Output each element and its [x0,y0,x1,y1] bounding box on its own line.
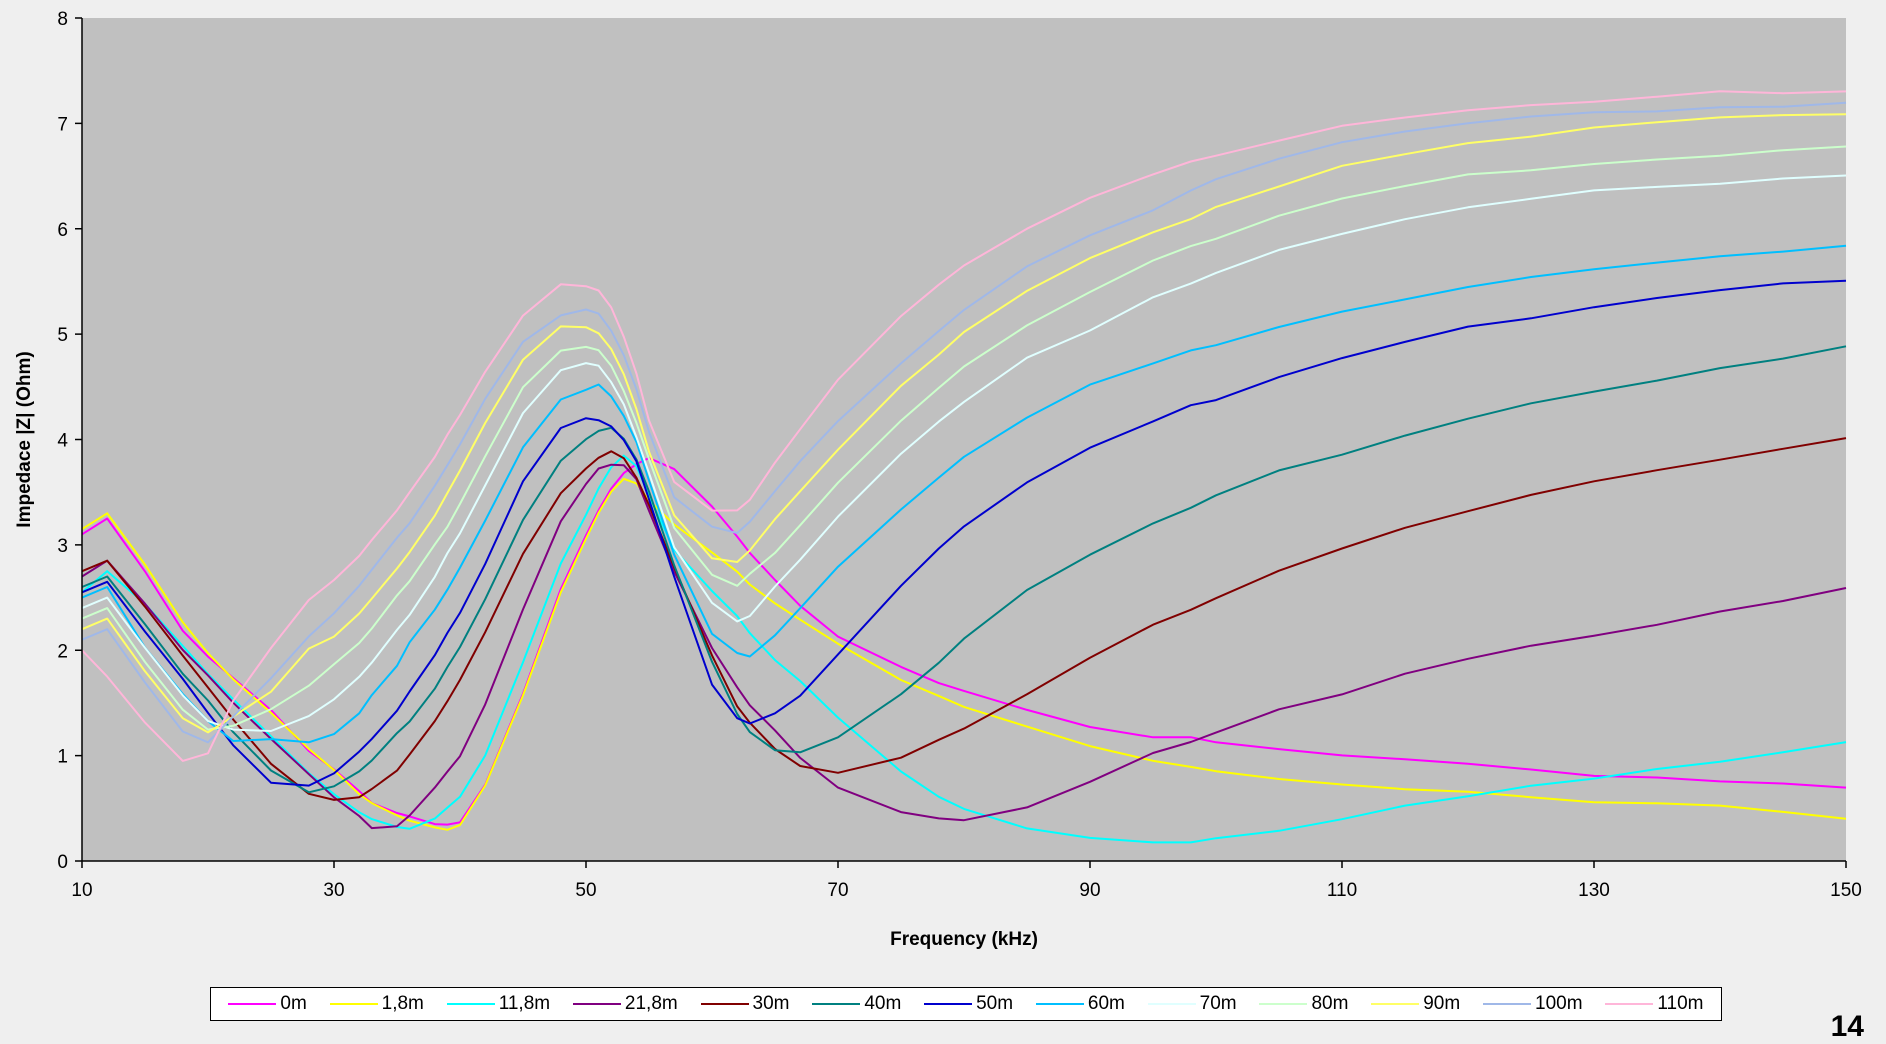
legend-label: 0m [280,993,307,1014]
y-tick-label: 7 [57,114,68,135]
legend-item: 90m [1371,993,1460,1015]
x-tick-label: 110 [1327,880,1357,901]
series-line-90m [81,113,1847,734]
page-number: 14 [1830,1010,1864,1043]
plot-area [82,18,1846,861]
legend-swatch [1035,1003,1084,1005]
series-line-60m [81,244,1847,744]
axes-layer: 0 1 2 3 4 5 6 7 8 10 30 50 70 90 110 130 150 [57,9,1861,901]
y-tick-label: 2 [57,641,68,662]
y-tick-label: 1 [57,747,68,768]
x-tick-label: 10 [71,880,92,901]
legend-label: 60m [1087,993,1125,1014]
legend-label: 30m [752,993,790,1014]
legend-item: 70m [1147,993,1237,1015]
series-line-80m [81,145,1847,731]
series-line-110m [81,90,1847,762]
x-tick-label: 30 [323,880,344,901]
legend-swatch [700,1003,749,1005]
legend-swatch [1371,1003,1420,1005]
legend-item: 110m [1605,993,1703,1015]
legend-swatch [1259,1003,1308,1005]
legend-item: 100m [1483,993,1583,1015]
series-line-70m [81,174,1847,732]
x-tick-label: 70 [827,880,848,901]
legend-swatch [1483,1003,1531,1005]
series-line-100m [81,101,1847,744]
legend-label: 40m [864,993,902,1014]
legend-item: 21,8m [572,993,678,1015]
x-tick-label: 50 [575,880,596,901]
legend-label: 110m [1657,993,1704,1014]
legend-swatch [1147,1003,1196,1005]
y-axis-title: Impedace |Z| (Ohm) [14,351,35,527]
legend-item: 60m [1035,993,1125,1015]
legend-item: 1,8m [329,993,424,1015]
y-tick-label: 3 [57,536,68,557]
legend-label: 11,8m [498,993,551,1014]
series-layer [81,90,1847,844]
y-tick-label: 6 [57,220,68,241]
legend-swatch [924,1003,973,1005]
y-tick-label: 8 [57,9,68,30]
legend-label: 80m [1311,993,1349,1014]
legend-item: 50m [924,993,1013,1015]
legend-label: 1,8m [381,993,424,1014]
series-line-40m [81,345,1847,794]
legend-item: 0m [228,993,307,1015]
series-line-11,8m [81,454,1847,844]
legend-label: 21,8m [624,993,678,1014]
legend-swatch [228,1003,277,1005]
x-tick-label: 90 [1079,880,1100,901]
legend-item: 11,8m [446,993,551,1015]
y-tick-label: 0 [57,852,68,873]
legend-label: 50m [976,993,1014,1014]
legend-label: 70m [1199,993,1237,1014]
x-tick-label: 130 [1578,880,1610,901]
legend: 0m 1,8m 11,8m 21,8m 30m 40m 50m 60m 70m 80m 90m 100… [210,987,1722,1021]
x-axis-title: Frequency (kHz) [890,929,1038,950]
legend-swatch [572,1003,621,1005]
legend-label: 100m [1535,993,1583,1014]
series-line-50m [81,279,1847,787]
y-tick-label: 5 [57,325,68,346]
legend-item: 30m [700,993,790,1015]
y-tick-label: 4 [57,431,68,452]
legend-swatch [446,1003,495,1005]
legend-item: 40m [812,993,901,1015]
legend-swatch [329,1003,378,1005]
legend-swatch [812,1003,861,1005]
x-tick-label: 150 [1830,880,1862,901]
legend-swatch [1605,1003,1654,1005]
legend-label: 90m [1423,993,1461,1014]
legend-item: 80m [1259,993,1348,1015]
